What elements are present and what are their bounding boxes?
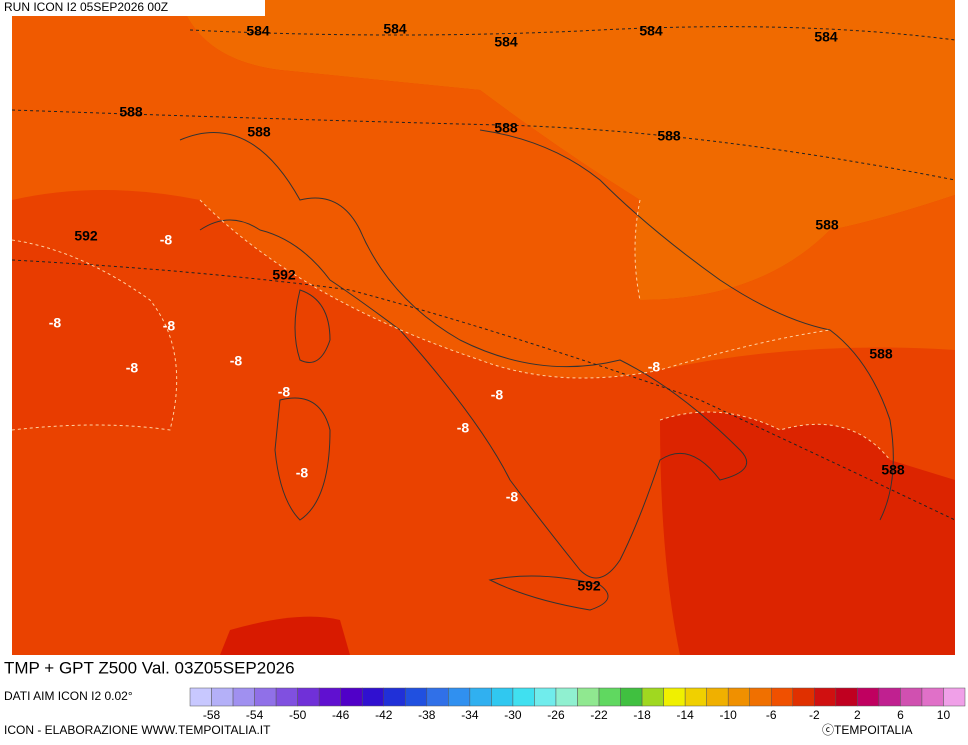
colorbar-swatch bbox=[598, 687, 621, 707]
colorbar-tick-label: -50 bbox=[289, 708, 307, 722]
colorbar-tick-label: -46 bbox=[332, 708, 350, 722]
colorbar-swatch bbox=[232, 687, 255, 707]
colorbar-tick-label: -54 bbox=[246, 708, 264, 722]
contour-label: 592 bbox=[74, 228, 98, 244]
colorbar-swatch bbox=[297, 687, 320, 707]
colorbar-tick-label: -22 bbox=[590, 708, 608, 722]
contour-label: 584 bbox=[383, 21, 407, 37]
colorbar-swatch bbox=[340, 687, 363, 707]
colorbar-swatch bbox=[577, 687, 600, 707]
contour-label: 588 bbox=[247, 124, 271, 140]
copyright-label: ⓒTEMPOITALIA bbox=[822, 723, 912, 737]
colorbar-tick-label: -14 bbox=[676, 708, 694, 722]
colorbar-swatch bbox=[857, 687, 880, 707]
title-box bbox=[0, 655, 413, 683]
contour-label: -8 bbox=[160, 232, 173, 248]
contour-label: 588 bbox=[657, 128, 681, 144]
colorbar-swatch bbox=[620, 687, 643, 707]
contour-label: 584 bbox=[494, 34, 518, 50]
colorbar-tick-label: -34 bbox=[461, 708, 479, 722]
colorbar-tick-label: -2 bbox=[809, 708, 820, 722]
colorbar-swatch bbox=[943, 687, 966, 707]
colorbar-swatch bbox=[361, 687, 385, 707]
contour-labels: 584 584 584 584 584 588 588 588 588 588 588 588 592 5… bbox=[49, 21, 905, 594]
contour-label: 592 bbox=[577, 578, 601, 594]
colorbar-swatch bbox=[254, 687, 277, 707]
contour-label: -8 bbox=[648, 359, 661, 375]
orange-area bbox=[180, 0, 955, 300]
credit-label: ICON - ELABORAZIONE WWW.TEMPOITALIA.IT bbox=[4, 723, 271, 737]
colorbar-swatch bbox=[727, 687, 750, 707]
contour-label: 588 bbox=[869, 346, 893, 362]
colorbar-swatch bbox=[405, 687, 428, 707]
contour-label: 584 bbox=[814, 29, 838, 45]
source-label: DATI AIM ICON I2 0.02° bbox=[4, 689, 133, 703]
contour-label: -8 bbox=[278, 384, 291, 400]
contour-label: 584 bbox=[639, 23, 663, 39]
geopotential-contours bbox=[11, 26, 956, 521]
light-area bbox=[12, 0, 955, 378]
contour-label: 588 bbox=[815, 217, 839, 233]
contour-label: -8 bbox=[506, 489, 519, 505]
colorbar-tick-label: -58 bbox=[203, 708, 221, 722]
colorbar-swatch bbox=[792, 687, 815, 707]
contour-label: 592 bbox=[272, 267, 296, 283]
colorbar-swatch bbox=[641, 687, 664, 707]
colorbar-swatch bbox=[512, 687, 535, 707]
colorbar: -58 -54 -50 -46 -42 -38 -34 -30 -26 -22 -18 -14 -10-… bbox=[189, 687, 966, 722]
colorbar-tick-label: -26 bbox=[547, 708, 565, 722]
colorbar-swatch bbox=[835, 687, 858, 707]
colorbar-swatch bbox=[189, 687, 212, 707]
contour-label: 588 bbox=[119, 104, 143, 120]
contour-label: -8 bbox=[457, 420, 470, 436]
run-label: RUN ICON I2 05SEP2026 00Z bbox=[4, 0, 168, 14]
colorbar-swatch bbox=[663, 687, 686, 707]
contour-label: -8 bbox=[491, 387, 504, 403]
colorbar-swatch bbox=[921, 687, 944, 707]
colorbar-tick-label: -18 bbox=[633, 708, 651, 722]
contour-label: -8 bbox=[296, 465, 309, 481]
colorbar-tick-label: -30 bbox=[504, 708, 522, 722]
colorbar-swatch bbox=[318, 687, 341, 707]
colorbar-tick-label: -10 bbox=[720, 708, 738, 722]
header-box bbox=[0, 0, 265, 16]
colorbar-swatch bbox=[211, 687, 234, 707]
colorbar-tick-label: 10 bbox=[937, 708, 951, 722]
colorbar-swatch bbox=[534, 687, 557, 707]
colorbar-swatch bbox=[771, 687, 794, 707]
contour-label: -8 bbox=[230, 353, 243, 369]
colorbar-swatch bbox=[383, 687, 406, 707]
colorbar-swatch bbox=[448, 687, 471, 707]
contour-label: -8 bbox=[126, 360, 139, 376]
map: 584 584 584 584 584 588 588 588 588 588 588 588 592 5… bbox=[11, 0, 956, 655]
colorbar-tick-label: -6 bbox=[766, 708, 777, 722]
colorbar-swatch bbox=[275, 687, 298, 707]
contour-label: 588 bbox=[494, 120, 518, 136]
colorbar-tick-label: 6 bbox=[897, 708, 904, 722]
colorbar-swatch bbox=[491, 687, 514, 707]
colorbar-swatch bbox=[814, 687, 837, 707]
colorbar-tick-label: -42 bbox=[375, 708, 393, 722]
map-title: TMP + GPT Z500 Val. 03Z05SEP2026 bbox=[4, 658, 295, 677]
contour-label: 584 bbox=[246, 23, 270, 39]
colorbar-tick-label: 2 bbox=[854, 708, 861, 722]
colorbar-swatch bbox=[706, 687, 729, 707]
colorbar-swatch bbox=[749, 687, 772, 707]
contour-label: 588 bbox=[881, 462, 905, 478]
coastlines bbox=[179, 129, 894, 611]
colorbar-swatch bbox=[878, 687, 901, 707]
red-area bbox=[660, 412, 955, 655]
colorbar-swatch bbox=[469, 687, 492, 707]
colorbar-swatch bbox=[426, 687, 449, 707]
colorbar-swatch bbox=[684, 687, 707, 707]
temperature-contours bbox=[11, 199, 891, 461]
colorbar-tick-label: -38 bbox=[418, 708, 436, 722]
colorbar-swatch bbox=[900, 687, 923, 707]
contour-label: -8 bbox=[49, 315, 62, 331]
red-spot bbox=[220, 616, 350, 655]
contour-label: -8 bbox=[163, 318, 176, 334]
warm-area bbox=[12, 240, 177, 430]
colorbar-swatch bbox=[555, 687, 578, 707]
